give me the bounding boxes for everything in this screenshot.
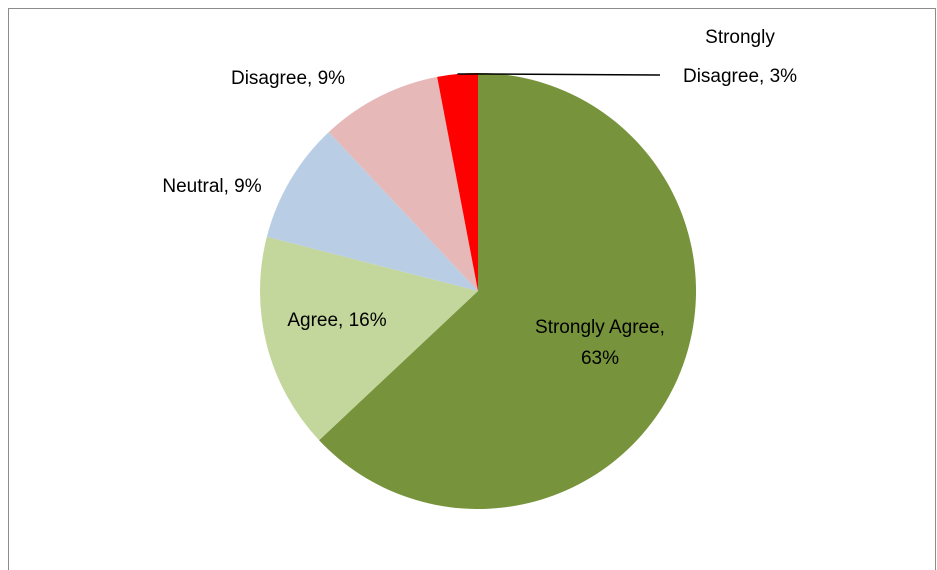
pie-slice-agree (260, 236, 478, 441)
pie-slices (260, 73, 696, 509)
pie-slice-strongly-disagree (437, 73, 478, 291)
data-label-disagree: Disagree, 9% (231, 68, 345, 89)
pie-slice-strongly-agree (319, 73, 696, 509)
data-label-strongly-disagree: Strongly Disagree, 3% (683, 27, 797, 87)
data-label-agree: Agree, 16% (287, 310, 386, 331)
data-label-strongly-agree: Strongly Agree, 63% (535, 317, 665, 369)
chart-frame (8, 8, 936, 570)
data-label-neutral: Neutral, 9% (162, 176, 261, 197)
data-labels: Strongly Agree, 63% Agree, 16% Neutral, 9% D… (162, 27, 797, 369)
pie-slice-disagree (328, 76, 478, 291)
leader-line-strongly-disagree (457, 73, 661, 76)
pie-slice-neutral (266, 132, 478, 291)
leader-lines (457, 73, 661, 76)
